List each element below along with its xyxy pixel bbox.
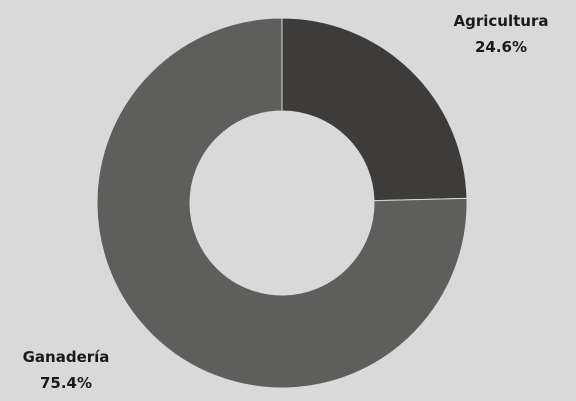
donut-slices [96, 17, 468, 389]
slice-label-agricultura: Agricultura 24.6% [441, 8, 561, 60]
slice-value-ganaderia: 75.4% [39, 374, 93, 392]
donut-slice-agricultura [281, 17, 468, 202]
slice-label-ganaderia: Ganadería 75.4% [6, 344, 126, 396]
donut-slice-ganaderia [96, 17, 468, 389]
slice-value-agricultura: 24.6% [474, 38, 528, 56]
slice-category-ganaderia: Ganadería [22, 348, 110, 366]
slice-category-agricultura: Agricultura [453, 12, 549, 30]
